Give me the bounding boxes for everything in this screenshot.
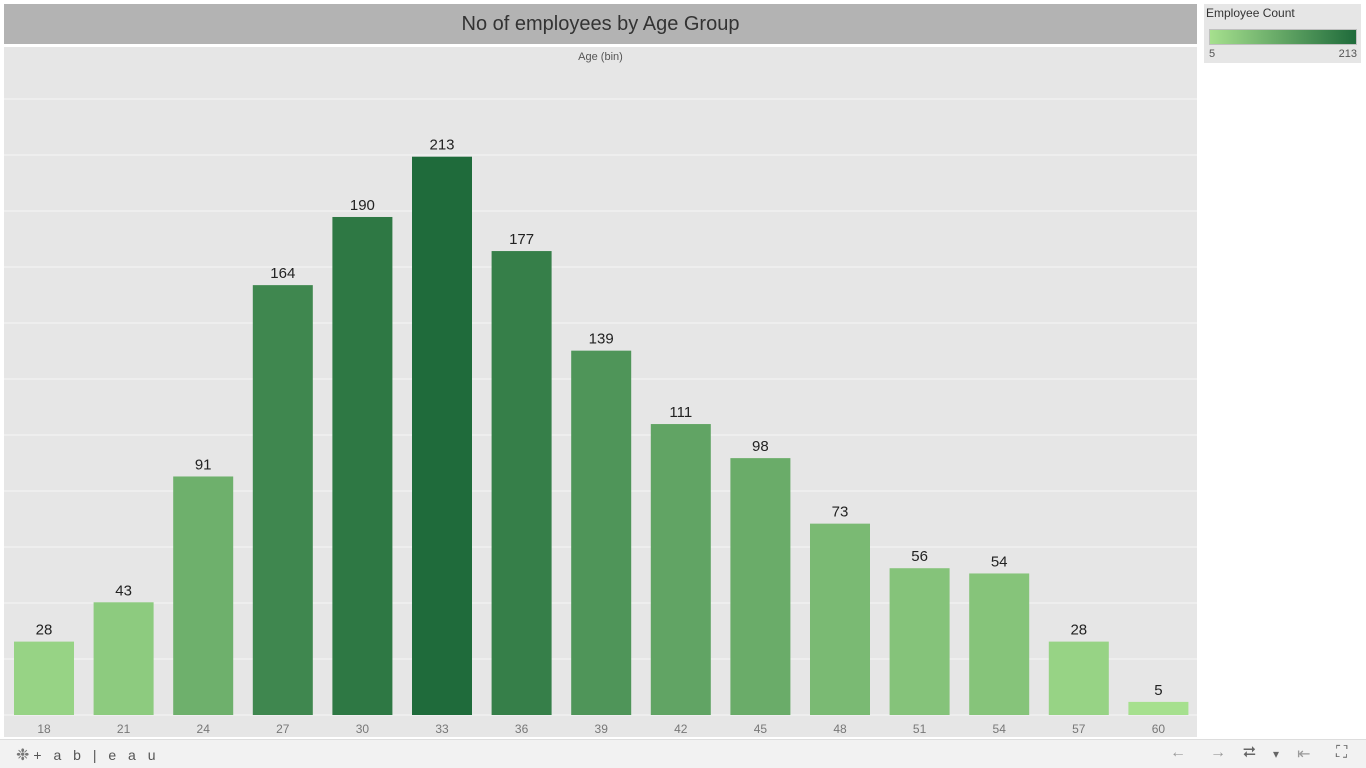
data-label: 28 [1070, 622, 1087, 639]
back-arrow-icon[interactable]: ← [1170, 744, 1186, 761]
data-label: 190 [350, 197, 375, 214]
x-tick-label: 51 [913, 722, 927, 736]
data-label: 91 [195, 456, 212, 473]
x-tick-labels: 18 21 24 27 30 33 36 39 42 45 48 51 54 57 60 [37, 722, 1165, 736]
x-tick-label: 54 [993, 722, 1007, 736]
tableau-logo[interactable]: ❉ + a b | e a u [16, 745, 160, 765]
data-label: 28 [36, 622, 53, 639]
data-label: 73 [832, 504, 849, 521]
toolbar-footer: ❉ + a b | e a u ← → ⮂ ▾ ⇤ ⛶ [0, 739, 1366, 768]
color-legend[interactable]: Employee Count 5 213 [1204, 4, 1361, 63]
data-label: 213 [429, 137, 454, 154]
bar-age-48[interactable] [810, 523, 870, 715]
x-tick-label: 60 [1152, 722, 1166, 736]
bar-age-30[interactable] [332, 216, 393, 716]
legend-title: Employee Count [1206, 6, 1295, 20]
column-header: Age (bin) [578, 51, 623, 63]
x-tick-label: 30 [356, 722, 370, 736]
data-label: 54 [991, 553, 1008, 570]
revert-icon[interactable]: ⇤ [1297, 746, 1311, 763]
bars [14, 156, 1189, 716]
x-tick-label: 36 [515, 722, 529, 736]
x-tick-label: 21 [117, 722, 131, 736]
bar-age-36[interactable] [491, 251, 552, 716]
bar-age-27[interactable] [252, 285, 313, 715]
x-tick-label: 24 [197, 722, 211, 736]
brand-wordmark: + a b | e a u [33, 747, 160, 763]
title-bar: No of employees by Age Group [4, 4, 1197, 44]
chart-title: No of employees by Age Group [461, 12, 740, 35]
forward-arrow-icon[interactable]: → [1210, 744, 1226, 761]
bar-age-57[interactable] [1048, 641, 1109, 715]
fullscreen-icon[interactable]: ⛶ [1336, 744, 1348, 761]
dropdown-caret-icon[interactable]: ▾ [1273, 747, 1280, 761]
x-tick-label: 18 [37, 722, 51, 736]
bar-age-60[interactable] [1128, 701, 1189, 715]
legend-min-label: 5 [1209, 48, 1216, 60]
x-tick-label: 57 [1072, 722, 1086, 736]
tableau-mark-icon: ❉ [16, 747, 30, 764]
bar-age-42[interactable] [650, 424, 711, 715]
x-tick-label: 39 [595, 722, 609, 736]
bar-age-39[interactable] [571, 350, 632, 715]
bar-age-54[interactable] [969, 573, 1030, 715]
bar-chart: 28 43 91 164 190 213 177 139 111 98 73 56 54 28 5 18 21… [4, 98, 1197, 736]
data-label: 111 [669, 404, 692, 421]
legend-color-ramp [1209, 29, 1357, 45]
share-icon[interactable]: ⮂ [1243, 744, 1256, 761]
data-label: 177 [509, 231, 534, 248]
x-tick-label: 33 [435, 722, 449, 736]
bar-age-21[interactable] [93, 602, 154, 715]
legend-max-label: 213 [1338, 48, 1357, 60]
data-label: 98 [752, 438, 769, 455]
data-labels: 28 43 91 164 190 213 177 139 111 98 73 56 54 28 5 [36, 137, 1163, 699]
bar-age-45[interactable] [730, 458, 791, 715]
data-label: 164 [270, 265, 295, 282]
data-label: 43 [115, 582, 132, 599]
bar-age-33[interactable] [412, 156, 472, 715]
data-label: 5 [1154, 682, 1162, 699]
x-tick-label: 48 [833, 722, 847, 736]
data-label: 139 [589, 331, 614, 348]
bar-age-24[interactable] [173, 476, 234, 715]
x-tick-label: 42 [674, 722, 688, 736]
chart-area: 28 43 91 164 190 213 177 139 111 98 73 56 54 28 5 18 21… [4, 47, 1197, 737]
x-tick-label: 45 [754, 722, 768, 736]
bar-age-18[interactable] [14, 641, 74, 715]
bar-age-51[interactable] [889, 568, 950, 715]
x-tick-label: 27 [276, 722, 290, 736]
data-label: 56 [911, 548, 928, 565]
